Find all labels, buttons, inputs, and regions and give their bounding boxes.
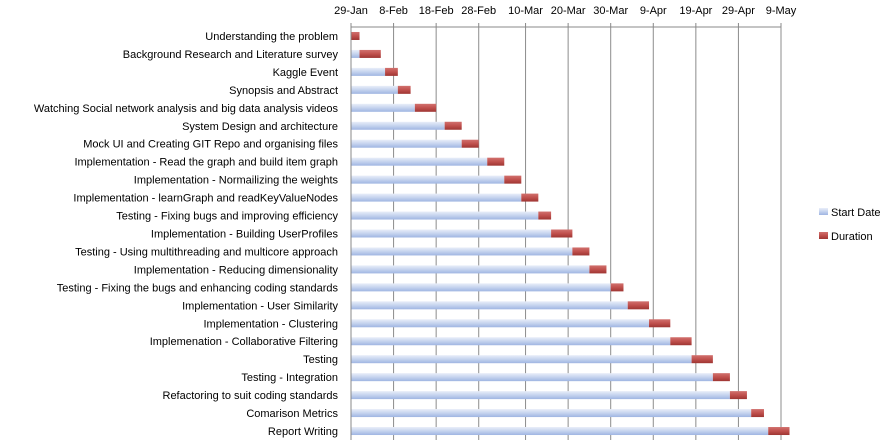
category-labels: Understanding the problem Background Rese… <box>34 31 339 438</box>
x-axis-ticks: 29-Jan 8-Feb 18-Feb 28-Feb 10-Mar 20-Mar 30-Ma… <box>334 5 797 27</box>
category-label: Report Writing <box>268 426 338 438</box>
bar-duration <box>572 247 590 256</box>
bar-duration <box>589 265 607 274</box>
legend-label-start-date: Start Date <box>831 207 881 219</box>
bar-start-date <box>351 85 398 94</box>
legend-swatch-duration <box>819 232 828 239</box>
bar-start-date <box>351 355 692 364</box>
x-tick-label: 9-May <box>766 5 797 17</box>
bar-duration <box>414 103 437 112</box>
bar-duration <box>670 337 692 346</box>
x-tick-label: 30-Mar <box>593 5 628 17</box>
category-label: Testing - Integration <box>241 372 338 384</box>
bar-duration <box>385 67 398 76</box>
bar-start-date <box>351 175 505 184</box>
bar-duration <box>538 211 552 220</box>
category-label: Refactoring to suit coding standards <box>163 390 339 402</box>
legend-label-duration: Duration <box>831 231 873 243</box>
bar-start-date <box>351 301 628 310</box>
category-label: System Design and architecture <box>182 121 338 133</box>
bar-start-date <box>351 427 769 436</box>
x-tick-label: 29-Jan <box>334 5 368 17</box>
bar-duration <box>627 301 650 310</box>
bar-start-date <box>351 157 488 166</box>
bar-start-date <box>351 67 386 76</box>
legend: Start Date Duration <box>819 207 881 243</box>
x-tick-label: 28-Feb <box>461 5 496 17</box>
bar-duration <box>751 409 764 418</box>
bar-duration <box>504 175 522 184</box>
bar-start-date <box>351 391 730 400</box>
x-tick-label: 29-Apr <box>722 5 755 17</box>
x-tick-label: 19-Apr <box>679 5 712 17</box>
bar-duration <box>487 157 505 166</box>
x-tick-label: 8-Feb <box>379 5 408 17</box>
bar-start-date <box>351 409 752 418</box>
category-label: Implemenation - Collaborative Filtering <box>150 336 338 348</box>
bar-duration <box>351 31 360 40</box>
category-label: Kaggle Event <box>273 67 338 79</box>
category-label: Testing <box>303 354 338 366</box>
bar-duration <box>691 355 713 364</box>
bar-duration <box>610 283 624 292</box>
bar-duration <box>461 139 479 148</box>
bar-start-date <box>351 319 650 328</box>
x-tick-label: 20-Mar <box>551 5 586 17</box>
category-label: Comarison Metrics <box>246 408 338 420</box>
category-label: Testing - Fixing the bugs and enhancing … <box>57 282 339 294</box>
bar-start-date <box>351 49 360 58</box>
bar-start-date <box>351 265 590 274</box>
x-tick-label: 18-Feb <box>419 5 454 17</box>
category-label: Implementation - Building UserProfiles <box>151 229 339 241</box>
bar-duration <box>444 121 462 130</box>
bar-start-date <box>351 139 462 148</box>
category-label: Understanding the problem <box>205 31 338 43</box>
legend-swatch-start-date <box>819 208 828 215</box>
x-tick-label: 9-Apr <box>640 5 667 17</box>
bar-start-date <box>351 247 573 256</box>
bar-start-date <box>351 373 713 382</box>
bar-start-date <box>351 337 671 346</box>
category-label: Testing - Fixing bugs and improving effi… <box>116 211 338 223</box>
bar-duration <box>729 391 747 400</box>
bar-duration <box>359 49 381 58</box>
bars <box>351 31 790 436</box>
bar-start-date <box>351 283 611 292</box>
category-label: Implementation - learnGraph and readKeyV… <box>73 193 338 205</box>
bar-start-date <box>351 121 445 130</box>
bar-start-date <box>351 211 539 220</box>
bar-start-date <box>351 193 522 202</box>
category-label: Testing - Using multithreading and multi… <box>75 246 338 258</box>
category-label: Implementation - Read the graph and buil… <box>74 157 338 169</box>
bar-duration <box>521 193 539 202</box>
bar-start-date <box>351 103 415 112</box>
bar-duration <box>397 85 411 94</box>
category-label: Implementation - User Similarity <box>182 300 338 312</box>
category-label: Synopsis and Abstract <box>229 85 338 97</box>
bar-duration <box>768 427 790 436</box>
category-label: Mock UI and Creating GIT Repo and organi… <box>83 139 338 151</box>
bar-duration <box>551 229 573 238</box>
category-label: Implementation - Reducing dimensionality <box>134 264 339 276</box>
category-label: Background Research and Literature surve… <box>123 49 339 61</box>
bar-duration <box>712 373 730 382</box>
category-label: Implementation - Clustering <box>203 318 338 330</box>
bar-start-date <box>351 229 552 238</box>
x-tick-label: 10-Mar <box>508 5 543 17</box>
bar-duration <box>649 319 671 328</box>
category-label: Implementation - Normailizing the weight… <box>134 175 339 187</box>
category-label: Watching Social network analysis and big… <box>34 103 339 115</box>
